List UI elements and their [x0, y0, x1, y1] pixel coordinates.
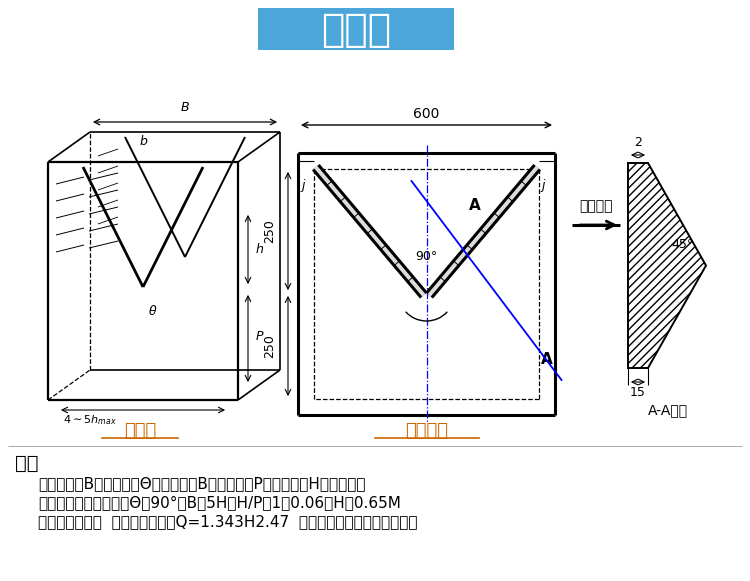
- FancyBboxPatch shape: [258, 8, 454, 50]
- Text: 三角堰: 三角堰: [321, 11, 391, 49]
- Text: j: j: [301, 178, 304, 192]
- Polygon shape: [628, 163, 706, 368]
- Polygon shape: [314, 165, 427, 297]
- Text: 45°: 45°: [670, 238, 693, 251]
- Text: B: B: [181, 101, 189, 114]
- Text: 250: 250: [263, 334, 276, 358]
- Text: 250: 250: [263, 219, 276, 243]
- Text: h: h: [256, 243, 264, 256]
- Text: 堰槽修建及使用条件：Θ＝90°，B＞5H，H/P＜1，0.06＜H＜0.65M: 堰槽修建及使用条件：Θ＝90°，B＞5H，H/P＜1，0.06＜H＜0.65M: [38, 495, 401, 510]
- Text: 符号说明：B为堰口宽，Θ为堰口角，B为渠道宽，P为堰底高，H为实测水头: 符号说明：B为堰口宽，Θ为堰口角，B为渠道宽，P为堰底高，H为实测水头: [38, 476, 365, 491]
- Text: 说明: 说明: [15, 454, 38, 473]
- Text: 600: 600: [413, 107, 440, 121]
- Text: 立面图: 立面图: [124, 422, 156, 440]
- Polygon shape: [427, 165, 540, 297]
- Text: 横截面图: 横截面图: [406, 422, 448, 440]
- Text: θ: θ: [149, 305, 157, 318]
- Text: 90°: 90°: [416, 250, 438, 263]
- Text: A-A剖面: A-A剖面: [648, 403, 688, 417]
- Text: P: P: [256, 329, 263, 343]
- Text: A: A: [541, 353, 552, 368]
- Text: b: b: [139, 135, 147, 148]
- Text: 图二为建议尺寸  流量计算公式：Q=1.343H2.47  选择流量槽型为三角堰即可。: 图二为建议尺寸 流量计算公式：Q=1.343H2.47 选择流量槽型为三角堰即可…: [38, 514, 418, 529]
- Text: j: j: [541, 178, 544, 192]
- Text: $4\sim5h_{max}$: $4\sim5h_{max}$: [63, 413, 117, 427]
- Text: 15: 15: [630, 386, 646, 399]
- Text: 水流方向: 水流方向: [579, 199, 613, 213]
- Text: A: A: [469, 198, 480, 213]
- Text: 2: 2: [634, 136, 642, 149]
